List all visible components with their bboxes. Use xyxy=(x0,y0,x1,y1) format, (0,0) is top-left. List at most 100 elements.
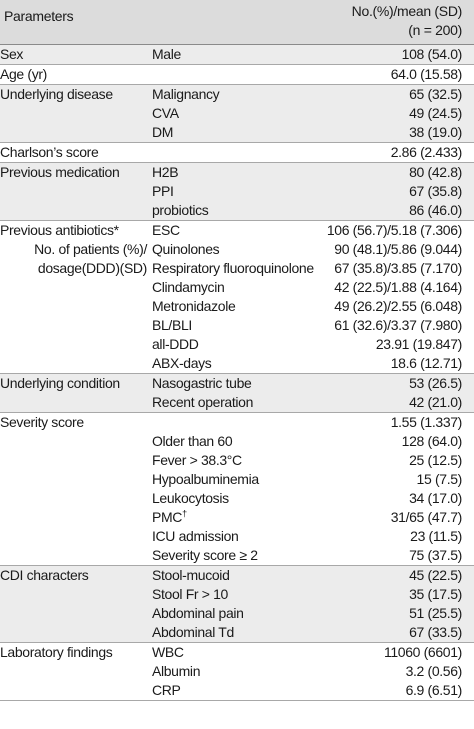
item-label: Older than 60 xyxy=(152,433,233,449)
item-cell: Leukocytosis xyxy=(152,489,229,508)
table-row: ABX-days 18.6 (12.71) xyxy=(0,354,474,373)
value-cell: 53 (26.5) xyxy=(409,375,462,391)
row-group: Severity score 1.55 (1.337) Older than 60 1… xyxy=(0,413,474,566)
parameter-cell: CDI characters xyxy=(0,567,89,583)
table-row: Underlying disease Malignancy 65 (32.5) xyxy=(0,85,474,104)
parameter-cell: Underlying condition xyxy=(0,375,120,391)
table-row: ICU admission 23 (11.5) xyxy=(0,527,474,546)
item-label: Recent operation xyxy=(152,394,254,410)
item-label: Malignancy xyxy=(152,86,220,102)
item-label: PPI xyxy=(152,183,174,199)
item-label: Metronidazole xyxy=(152,298,236,314)
table-row: Age (yr) 64.0 (15.58) xyxy=(0,65,474,84)
item-label: DM xyxy=(152,124,174,140)
header-value-line1: No.(%)/mean (SD) xyxy=(351,3,463,19)
item-cell: H2B xyxy=(152,163,179,182)
item-cell: Stool Fr > 10 xyxy=(152,585,228,604)
table-row: BL/BLI 61 (32.6)/3.37 (7.980) xyxy=(0,316,474,335)
row-group: Previous medication H2B 80 (42.8) PPI 67 (35… xyxy=(0,163,474,221)
item-cell: all-DDD xyxy=(152,335,199,354)
table-row: CRP 6.9 (6.51) xyxy=(0,681,474,700)
table-row: Fever > 38.3°C 25 (12.5) xyxy=(0,451,474,470)
item-cell: Nasogastric tube xyxy=(152,374,252,393)
table-header: Parameters No.(%)/mean (SD) (n = 200) xyxy=(0,0,474,45)
item-label: Clindamycin xyxy=(152,279,225,295)
table-row: Previous antibiotics* ESC 106 (56.7)/5.18 … xyxy=(0,221,474,240)
item-cell: Stool-mucoid xyxy=(152,566,230,585)
item-cell: Fever > 38.3°C xyxy=(152,451,242,470)
item-cell: Severity score ≥ 2 xyxy=(152,546,258,565)
value-cell: 108 (54.0) xyxy=(401,46,463,62)
item-label: PMC xyxy=(152,509,183,525)
item-cell: CRP xyxy=(152,681,181,700)
item-label: Severity score ≥ 2 xyxy=(152,547,258,563)
value-cell: 49 (24.5) xyxy=(409,105,462,121)
item-label: Stool-mucoid xyxy=(152,567,230,583)
table-row: Stool Fr > 10 35 (17.5) xyxy=(0,585,474,604)
item-label: Nasogastric tube xyxy=(152,375,252,391)
item-cell: Albumin xyxy=(152,662,200,681)
table-row: dosage(DDD)(SD) Respiratory fluoroquinolo… xyxy=(0,259,474,278)
value-cell: 23.91 (19.847) xyxy=(375,336,463,352)
item-cell: probiotics xyxy=(152,201,209,220)
value-cell: 67 (35.8)/3.85 (7.170) xyxy=(334,260,462,276)
value-cell: 2.86 (2.433) xyxy=(390,144,463,160)
value-cell: 45 (22.5) xyxy=(409,567,462,583)
item-label: Abdominal Td xyxy=(152,624,234,640)
parameter-cell: Sex xyxy=(0,46,24,62)
parameter-cell: dosage(DDD)(SD) xyxy=(37,260,147,276)
item-label: Leukocytosis xyxy=(152,490,229,506)
table-row: No. of patients (%)/ Quinolones 90 (48.1)/… xyxy=(0,240,474,259)
value-cell: 64.0 (15.58) xyxy=(390,66,463,82)
table-row: PPI 67 (35.8) xyxy=(0,182,474,201)
item-label: Respiratory fluoroquinolone xyxy=(152,260,314,276)
table-row: all-DDD 23.91 (19.847) xyxy=(0,335,474,354)
item-label: Stool Fr > 10 xyxy=(152,586,228,602)
parameter-cell: No. of patients (%)/ xyxy=(34,241,147,257)
value-cell: 11060 (6601) xyxy=(383,644,462,660)
item-label: WBC xyxy=(152,644,184,660)
parameter-cell: Underlying disease xyxy=(0,86,113,102)
value-cell: 61 (32.6)/3.37 (7.980) xyxy=(334,317,462,333)
table-row: CVA 49 (24.5) xyxy=(0,104,474,123)
item-cell: Metronidazole xyxy=(152,297,236,316)
item-cell: DM xyxy=(152,123,173,142)
value-cell: 6.9 (6.51) xyxy=(405,682,463,698)
item-cell: WBC xyxy=(152,643,184,662)
table-row: Severity score ≥ 2 75 (37.5) xyxy=(0,546,474,565)
item-cell: Quinolones xyxy=(152,240,220,259)
value-cell: 35 (17.5) xyxy=(409,586,462,602)
value-cell: 106 (56.7)/5.18 (7.306) xyxy=(326,222,463,238)
item-cell: Recent operation xyxy=(152,393,253,412)
parameter-cell: Age (yr) xyxy=(0,66,47,82)
item-label: H2B xyxy=(152,164,179,180)
item-label: CVA xyxy=(152,105,179,121)
item-label: Male xyxy=(152,46,181,62)
value-cell: 51 (25.5) xyxy=(409,605,462,621)
value-cell: 67 (35.8) xyxy=(409,183,462,199)
item-label: Abdominal pain xyxy=(152,605,244,621)
item-cell: Hypoalbuminemia xyxy=(152,470,259,489)
table-row: Severity score 1.55 (1.337) xyxy=(0,413,474,432)
value-cell: 49 (26.2)/2.55 (6.048) xyxy=(334,298,462,314)
item-cell: ABX-days xyxy=(152,354,212,373)
row-group: Laboratory findings WBC 11060 (6601) Albumi… xyxy=(0,643,474,701)
parameter-cell: Previous medication xyxy=(0,164,120,180)
item-label: BL/BLI xyxy=(152,317,192,333)
footnote-marker: † xyxy=(182,508,187,519)
table-row: Charlson’s score 2.86 (2.433) xyxy=(0,143,474,162)
item-cell: Abdominal Td xyxy=(152,623,234,642)
item-label: probiotics xyxy=(152,202,209,218)
item-label: Hypoalbuminemia xyxy=(152,471,259,487)
table-row: Albumin 3.2 (0.56) xyxy=(0,662,474,681)
value-cell: 18.6 (12.71) xyxy=(390,355,463,371)
item-label: Fever > 38.3°C xyxy=(152,452,242,468)
item-cell: Clindamycin xyxy=(152,278,225,297)
parameter-cell: Severity score xyxy=(0,414,84,430)
row-group: Underlying condition Nasogastric tube 53 (… xyxy=(0,374,474,413)
value-cell: 3.2 (0.56) xyxy=(405,663,463,679)
table-row: Laboratory findings WBC 11060 (6601) xyxy=(0,643,474,662)
value-cell: 38 (19.0) xyxy=(409,124,462,140)
item-cell: PPI xyxy=(152,182,174,201)
table-row: Metronidazole 49 (26.2)/2.55 (6.048) xyxy=(0,297,474,316)
